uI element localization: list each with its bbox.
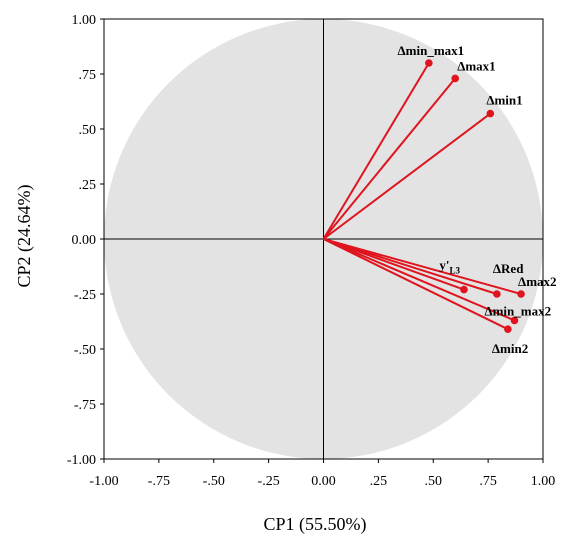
loading-point (425, 59, 433, 67)
x-tick-label: 0.00 (311, 474, 336, 489)
y-tick-label: 1.00 (72, 13, 97, 28)
loading-point (493, 290, 501, 298)
x-tick-label: -.50 (203, 474, 225, 489)
loading-label: Δmin2 (492, 341, 528, 356)
loading-label: Δmin_max2 (484, 303, 551, 318)
loading-label: Δmax1 (457, 58, 495, 73)
loading-vector (322, 62, 430, 240)
loading-point (504, 325, 512, 334)
loading-vector (323, 238, 522, 295)
loading-label-subscript: L3 (449, 266, 460, 276)
loading-label: Δmin_max1 (398, 43, 465, 58)
loading-label: ΔRed (493, 261, 524, 276)
x-tick-label: -1.00 (89, 474, 118, 489)
x-tick-label: .25 (370, 474, 388, 489)
y-axis-title: CP2 (24.64%) (14, 184, 35, 287)
loading-vector (322, 77, 456, 240)
loading-label: Δmin1 (486, 93, 522, 108)
loading-label: Δmax2 (518, 274, 556, 289)
x-tick-label: -.25 (258, 474, 280, 489)
loading-point (486, 109, 495, 118)
y-tick-label: -.25 (74, 288, 96, 303)
x-tick-label: .50 (425, 474, 443, 489)
x-tick-label: 1.00 (531, 474, 556, 489)
y-tick-label: -.50 (74, 343, 96, 358)
x-axis-title: CP1 (55.50%) (264, 514, 367, 535)
x-tick-label: .75 (479, 474, 497, 489)
loading-point (451, 74, 460, 83)
loading-vector (322, 112, 491, 240)
loading-point (460, 285, 468, 294)
x-tick-label: -.75 (148, 474, 170, 489)
y-tick-label: .25 (79, 178, 97, 193)
loading-vector (323, 238, 498, 295)
loading-vector (323, 238, 509, 331)
loading-point (510, 316, 519, 325)
loading-vector (323, 238, 515, 322)
y-tick-label: .75 (79, 68, 97, 83)
y-tick-label: -1.00 (67, 453, 96, 468)
y-tick-label: .50 (79, 123, 97, 138)
y-tick-label: 0.00 (72, 233, 97, 248)
loading-point (517, 290, 525, 298)
y-tick-label: -.75 (74, 398, 96, 413)
